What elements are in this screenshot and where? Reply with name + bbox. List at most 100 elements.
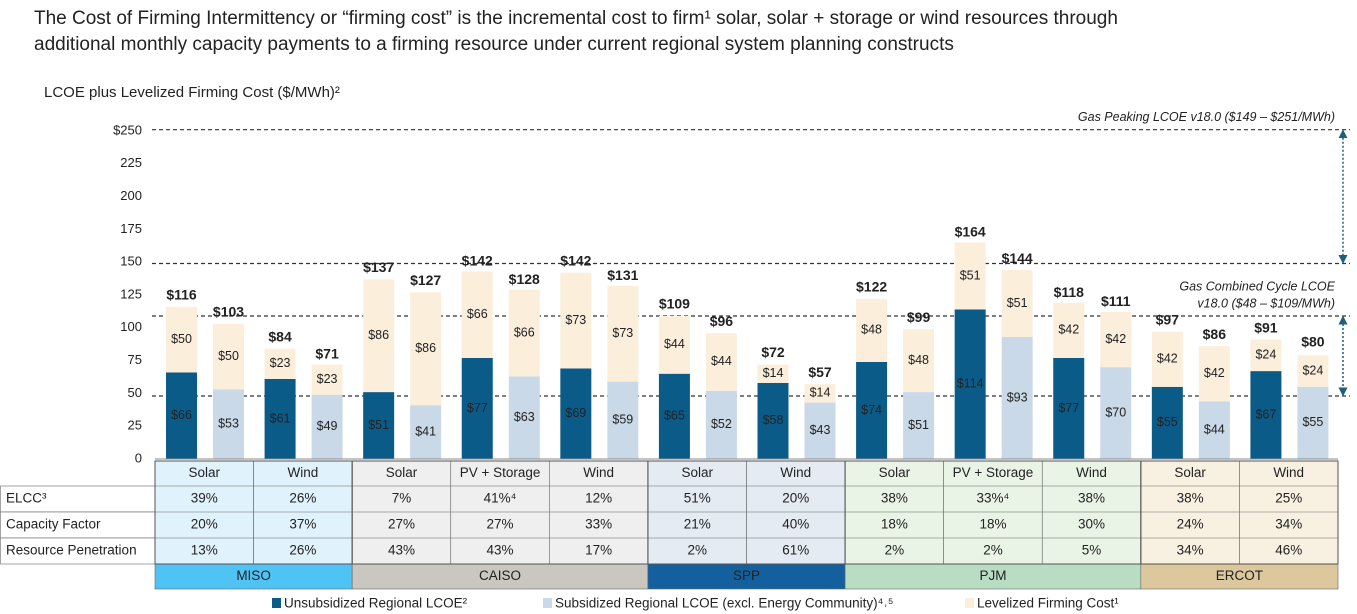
category-label: Wind [780,465,811,480]
segment-label: $114 [957,377,984,391]
bar-segment [213,323,244,390]
table-value: 46% [1275,543,1302,558]
y-tick-label: 225 [120,155,142,170]
bar-segment [461,271,493,358]
segment-label: $69 [565,406,586,420]
total-label: $111 [1101,293,1131,309]
y-tick-label: 25 [128,418,142,433]
table-value: 30% [1078,517,1105,532]
segment-label: $93 [1007,390,1028,404]
table-value: 33%⁴ [977,491,1010,506]
bar-segment [410,292,442,406]
bar-segment [804,402,836,459]
bar-segment [461,357,493,459]
total-label: $91 [1254,319,1278,335]
table-value: 43% [388,543,415,558]
y-tick-label: 125 [120,286,142,301]
table-value: 27% [487,517,514,532]
y-tick-label: 150 [120,254,142,269]
table-value: 25% [1275,491,1302,506]
total-label: $72 [761,344,785,360]
table-value: 38% [881,491,908,506]
bar-segment [264,378,296,459]
segment-label: $51 [368,418,389,432]
bar-segment [363,392,395,459]
total-label: $109 [659,296,690,312]
region-label: PJM [979,568,1006,583]
bar-segment [658,315,690,374]
bar-segment [508,289,540,377]
legend-swatch [965,598,974,608]
category-label: Solar [879,465,911,480]
region-label: MISO [236,568,271,583]
total-label: $142 [560,252,591,268]
table-cell [549,460,649,565]
bar-segment [1151,331,1183,387]
total-label: $116 [166,287,197,303]
table-cell [0,511,156,539]
segment-label: $77 [467,401,488,415]
y-tick-label: 100 [120,319,142,334]
table-value: 2% [885,543,905,558]
category-label: Wind [287,465,318,480]
table-value: 34% [1275,517,1302,532]
segment-label: $73 [565,313,586,327]
segment-label: $55 [1302,415,1323,429]
table-value: 41%⁴ [484,491,517,506]
category-label: Wind [583,465,614,480]
region-cell [351,563,649,590]
y-tick-label: 50 [128,385,142,400]
category-label: Solar [386,465,418,480]
bar-segment [1001,336,1033,459]
segment-label: $41 [415,424,436,438]
bar-segment [856,361,888,459]
total-label: $118 [1054,284,1085,300]
bar-segment [607,381,639,459]
table-value: 51% [684,491,711,506]
bar-segment [166,372,197,459]
bar-segment [311,394,343,459]
reference-label: Gas Combined Cycle LCOE [1179,279,1335,293]
table-value: 2% [687,543,707,558]
table-value: 12% [585,491,612,506]
total-label: $144 [1002,250,1033,266]
table-cell [351,460,452,565]
table-cell [1041,460,1142,565]
segment-label: $66 [514,325,535,339]
reference-label: Gas Peaking LCOE v18.0 ($149 – $251/MWh) [1078,110,1335,124]
table-value: 26% [289,491,316,506]
total-label: $86 [1203,326,1227,342]
table-value: 20% [191,517,218,532]
bar-segment [213,389,244,459]
segment-label: $86 [368,328,389,342]
table-value: 33% [585,517,612,532]
bar-segment [1250,339,1282,372]
bar-segment [757,364,789,383]
total-label: $103 [213,304,244,320]
bar-segment [856,298,888,362]
legend-label: Subsidized Regional LCOE (excl. Energy C… [555,596,894,611]
total-label: $96 [710,313,734,329]
segment-label: $51 [1007,296,1028,310]
segment-label: $48 [861,323,882,337]
table-value: 38% [1078,491,1105,506]
segment-label: $43 [810,423,831,437]
total-label: $131 [607,267,638,283]
total-label: $122 [856,279,887,295]
segment-label: $53 [218,417,239,431]
segment-label: $42 [1105,332,1126,346]
segment-label: $24 [1255,348,1276,362]
total-label: $137 [363,259,394,275]
region-label: SPP [733,568,760,583]
table-value: 27% [388,517,415,532]
table-value: 24% [1177,517,1204,532]
segment-label: $48 [908,353,929,367]
category-label: Solar [189,465,221,480]
bar-segment [757,382,789,459]
bar-segment [705,390,737,459]
table-value: 37% [289,517,316,532]
segment-label: $50 [171,332,192,346]
table-cell [746,460,846,565]
table-value: 13% [191,543,218,558]
total-label: $127 [410,272,441,288]
